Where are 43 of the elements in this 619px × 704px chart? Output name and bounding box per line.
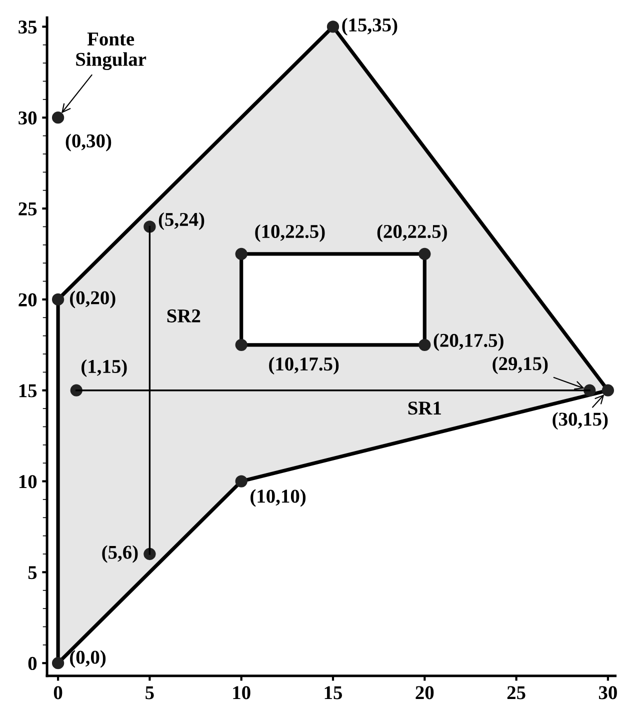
x-tick-label: 25 <box>507 686 526 700</box>
x-tick-label: 30 <box>598 686 617 700</box>
annotation: (10,10) <box>250 489 306 507</box>
point <box>602 384 614 396</box>
annotation: (0,30) <box>66 134 112 152</box>
annotation: (5,6) <box>102 545 138 563</box>
annotation: (30,15) <box>552 412 608 430</box>
annotation: SR1 <box>408 402 441 415</box>
point <box>52 657 64 670</box>
point <box>235 475 248 488</box>
annotation: (20,17.5) <box>434 333 504 351</box>
x-tick-label: 5 <box>146 686 154 700</box>
y-tick-label: 10 <box>19 475 37 488</box>
annotation: (5,24) <box>158 212 204 230</box>
point <box>235 248 248 260</box>
y-tick-label: 0 <box>28 656 37 670</box>
point <box>418 338 431 351</box>
y-tick-label: 25 <box>18 202 37 216</box>
x-tick-label: 20 <box>416 686 434 700</box>
y-tick-label: 15 <box>19 384 37 398</box>
annotation: SR2 <box>167 309 200 322</box>
y-tick-label: 5 <box>28 566 37 580</box>
annotation: (1,15) <box>82 359 127 377</box>
point <box>144 220 156 233</box>
annotation: (10,22.5) <box>255 224 325 242</box>
x-tick-label: 0 <box>54 686 62 700</box>
point <box>326 20 340 33</box>
point <box>418 248 431 260</box>
annotation: (0,0) <box>70 650 106 668</box>
x-tick-label: 10 <box>233 686 250 700</box>
annotation: (0,20) <box>70 290 116 308</box>
annotation: (15,35) <box>342 18 398 36</box>
y-tick-label: 30 <box>18 111 37 125</box>
annotation: (20,22.5) <box>377 224 447 242</box>
x-tick-label: 15 <box>324 686 342 700</box>
point <box>235 338 248 351</box>
y-tick-label: 20 <box>18 293 37 306</box>
y-tick-label: 35 <box>18 20 37 34</box>
annotation: (29,15) <box>492 356 548 374</box>
point <box>52 293 64 306</box>
annotation: (10,17.5) <box>269 356 339 375</box>
annotation: Fonte Singular <box>76 32 146 70</box>
point <box>52 112 64 124</box>
